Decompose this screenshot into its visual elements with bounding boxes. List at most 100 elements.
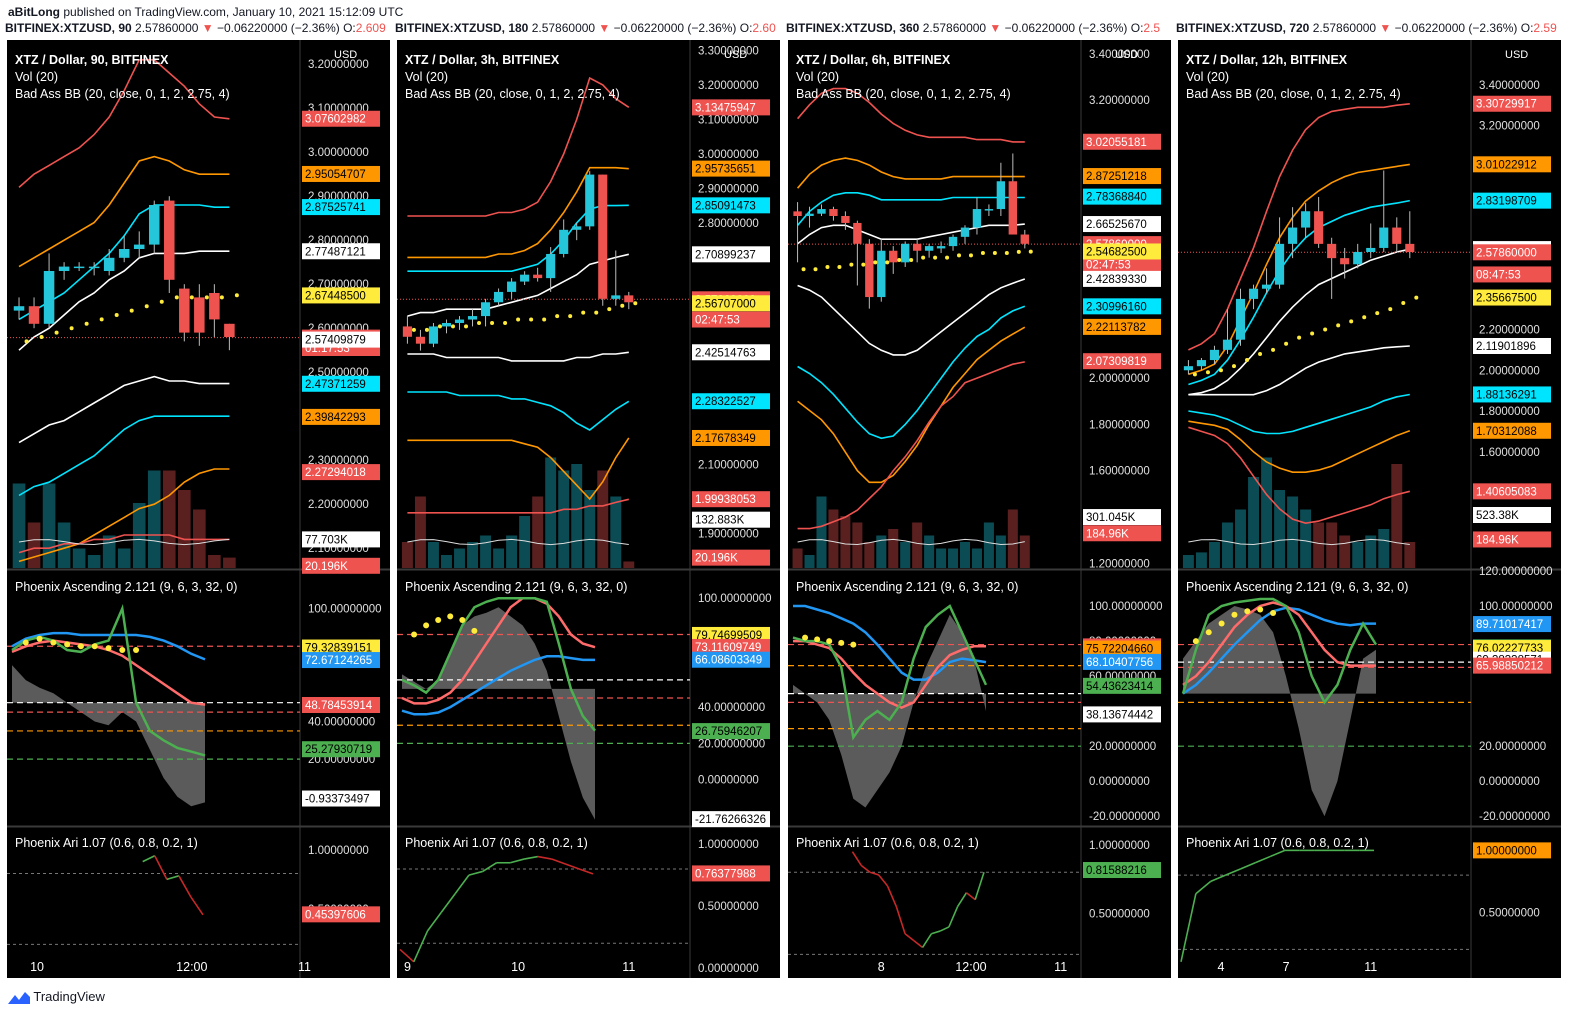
candle-body [936,246,946,249]
phoenix-dot [411,631,418,638]
candle-body [793,211,802,216]
sar-dot [129,308,134,313]
ari-scale-tag: 0.45397606 [305,909,366,921]
candle-body [1353,252,1363,265]
author-name[interactable]: aBitLong [8,5,60,19]
price-scale-tag: 2.83198709 [1476,196,1537,208]
bb-line-basis [1188,248,1410,396]
ari-line-segment [860,864,871,873]
phoenix-tick-label: 0.00000000 [698,775,759,787]
ari-line-segment [1254,855,1271,864]
ari-line-segment [142,855,156,863]
candle-body [1288,227,1298,244]
candle-body [1261,284,1272,289]
phoenix-scale-tag-bg [1473,616,1551,633]
candle-body [1327,243,1337,259]
symbol-info-row: BITFINEX:XTZUSD, 90 2.57860000 ▼ −0.0622… [0,21,1578,37]
price-scale-tag-bg [1473,95,1551,112]
volume-bar [519,516,531,568]
sar-dot [1323,327,1328,332]
volume-bar [493,548,505,568]
sar-dot [219,295,224,300]
price-scale-tag-bg [1083,509,1161,526]
candle-body [996,181,1006,210]
volume-bar [147,470,161,568]
sar-dot [204,295,209,300]
ari-line-segment [921,933,933,948]
phoenix-dot [64,641,71,648]
sar-dot [825,264,830,269]
price-scale-tag-bg [692,311,770,328]
candle-body [948,236,958,247]
ari-line-segment [1240,862,1256,870]
phoenix-blue-line [11,631,206,661]
price-tick-label: 3.30000000 [698,45,759,57]
volume-legend: Vol (20) [15,70,58,84]
ari-line-segment [931,930,941,935]
volume-bar [87,555,101,568]
phoenix-tick-label: 0.00000000 [1089,776,1150,788]
price-scale-tag: 2.35667500 [1476,293,1537,305]
symbol-line-3[interactable]: BITFINEX:XTZUSD, 720 2.57860000 ▼ −0.062… [1176,21,1561,35]
price-scale-tag: 2.30996160 [1086,301,1147,313]
price-scale-tag: 2.47371259 [305,379,366,391]
price-tick-label: 1.60000000 [1089,466,1150,478]
price-scale-tag: 2.57409879 [305,335,366,347]
sar-dot [1258,351,1263,356]
sar-dot [861,262,866,267]
price-scale-tag: 2.17678349 [695,433,756,445]
sar-dot [849,262,854,267]
volume-ma-line [1188,538,1410,546]
phoenix-scale-tag: -0.93373497 [305,794,370,806]
ari-tick-label: 0.50000000 [698,901,759,913]
ari-line-segment [440,893,456,913]
volume-bar [1222,522,1233,568]
bb-line-outer_dn [407,437,630,501]
phoenix-scale-tag-bg [1473,657,1551,674]
ari-scale-tag-bg [1083,862,1161,879]
symbol-line-0[interactable]: BITFINEX:XTZUSD, 90 2.57860000 ▼ −0.0622… [5,21,390,35]
bb-line-inner_up [1188,199,1410,386]
symbol-line-part: 2.5 [1143,21,1161,35]
symbol-line-1[interactable]: BITFINEX:XTZUSD, 180 2.57860000 ▼ −0.062… [395,21,780,35]
sar-dot [1414,295,1419,300]
bb-legend: Bad Ass BB (20, close, 0, 1, 2, 2.75, 4) [796,87,1011,101]
candle-body [88,266,100,269]
phoenix-dot [50,639,57,646]
phoenix-scale-tag: 25.27930719 [305,744,372,756]
price-scale-tag-bg [1083,525,1161,542]
volume-bar [1391,464,1403,568]
symbol-line-part: 2.57860000 [135,21,202,35]
bb-line-mid_dn [407,391,630,431]
volume-bar [1235,509,1246,568]
phoenix-scale-tag: 38.13674442 [1086,709,1153,721]
bb-line-mid_dn [797,305,1026,440]
sar-dot [144,304,149,309]
volume-bar [584,490,596,568]
volume-bar [117,548,131,568]
multi-chart-layout[interactable]: 3.20000000 3.10000000 3.00000000 2.90000000… [0,0,1578,985]
price-scale-tag-bg [302,557,380,574]
symbol-line-part: ▼ [598,21,611,35]
time-axis-label: 4 [1217,960,1224,974]
ari-line-segment [578,868,594,875]
volume-bar [441,555,452,568]
price-scale-tag-bg [302,110,380,127]
candle-body [598,174,608,299]
candle-body [912,243,922,251]
price-scale-tag: 3.30729917 [1476,99,1537,111]
phoenix-scale-tag-bg [302,652,380,669]
sar-dot [159,299,164,304]
symbol-line-2[interactable]: BITFINEX:XTZUSD, 360 2.57860000 ▼ −0.062… [786,21,1171,35]
candle-body [1314,211,1324,244]
sar-dot [801,267,806,272]
volume-bar [532,496,544,568]
phoenix-dot [133,647,140,654]
ari-line-segment [166,875,180,881]
sar-dot [477,320,482,325]
price-tick-label: 1.20000000 [1089,558,1150,570]
price-scale-tag-bg [692,344,770,361]
brand-name: TradingView [33,989,105,1004]
ari-line-segment [1195,880,1212,895]
price-scale-tag: 2.85091473 [695,200,756,212]
